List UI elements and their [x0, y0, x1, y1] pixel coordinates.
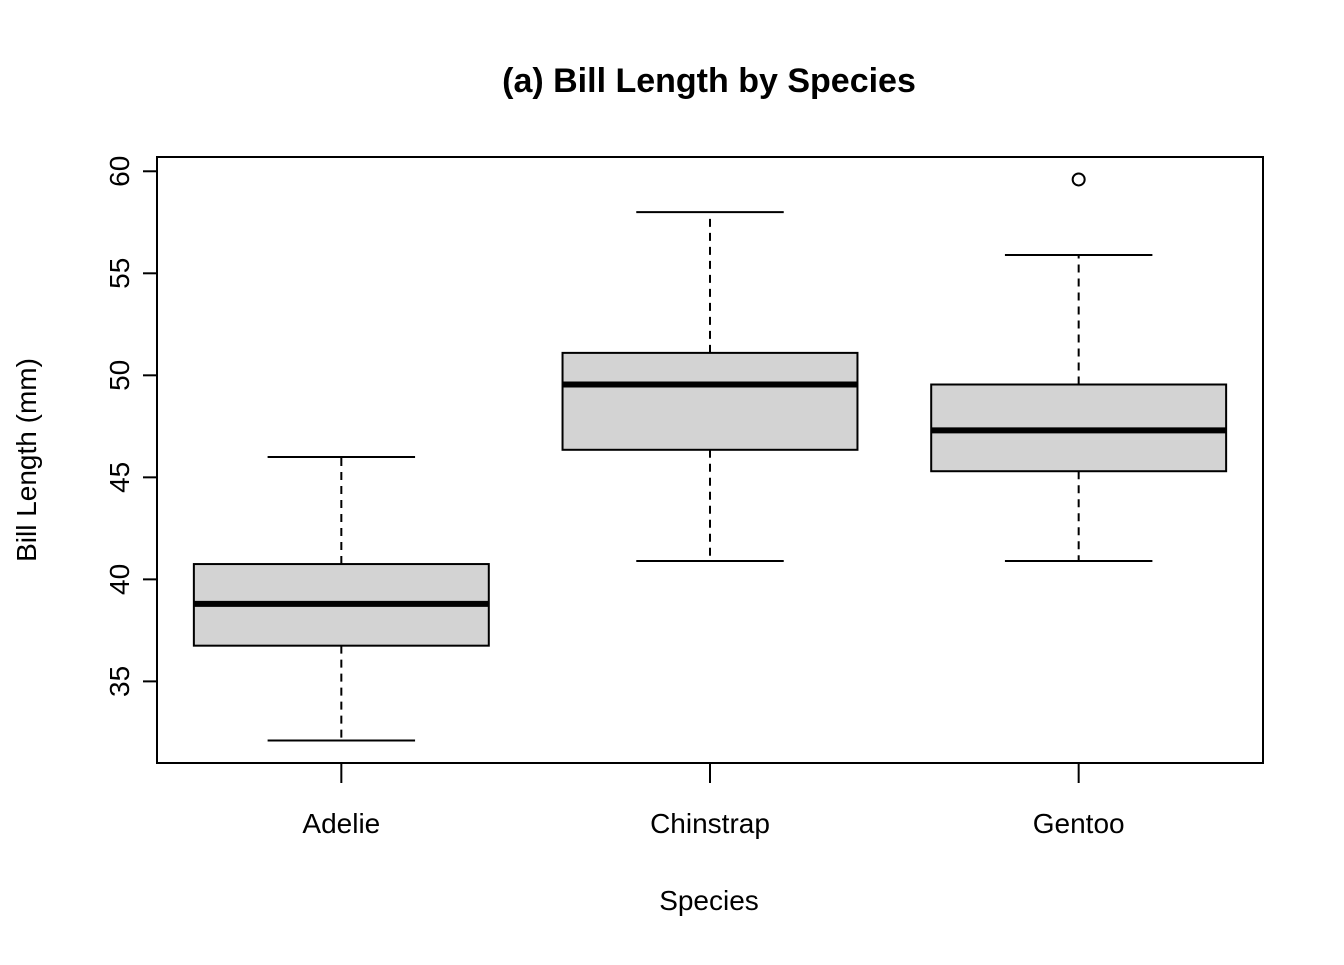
y-axis-label: Bill Length (mm) — [11, 358, 42, 562]
x-axis: Adelie Chinstrap Gentoo — [302, 763, 1125, 839]
x-tick-label: Gentoo — [1033, 808, 1125, 839]
x-tick-label: Adelie — [302, 808, 380, 839]
x-tick-label: Chinstrap — [650, 808, 770, 839]
boxes-layer — [192, 172, 1228, 742]
y-tick-label: 60 — [104, 156, 135, 187]
y-tick-label: 45 — [104, 462, 135, 493]
box-group-gentoo — [930, 172, 1228, 562]
x-axis-label: Species — [659, 885, 759, 916]
box-group-adelie — [192, 455, 490, 742]
y-axis: 35 40 45 50 55 60 — [104, 156, 157, 697]
y-tick-label: 35 — [104, 666, 135, 697]
chart-title: (a) Bill Length by Species — [502, 62, 916, 100]
y-tick-label: 55 — [104, 258, 135, 289]
outlier-point — [1071, 172, 1086, 187]
iqr-box — [561, 351, 859, 451]
box-group-chinstrap — [561, 211, 859, 562]
y-tick-label: 40 — [104, 564, 135, 595]
y-tick-label: 50 — [104, 360, 135, 391]
